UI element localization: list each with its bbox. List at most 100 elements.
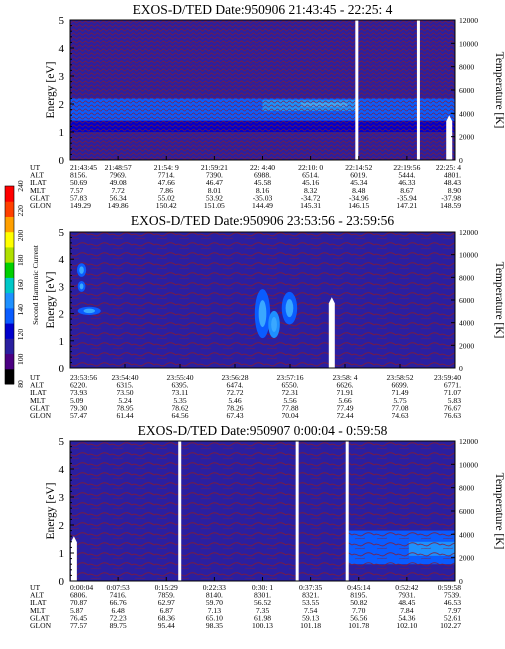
table-cell: 7.97 (448, 606, 461, 615)
table-cell: 64.56 (171, 411, 188, 420)
y-tick-label: 5 (59, 15, 65, 27)
table-cell: 4801. (444, 171, 461, 180)
y2-tick-label: 12000 (459, 437, 478, 446)
table-cell: 45.34 (350, 178, 367, 187)
table-cell: 147.21 (396, 201, 417, 210)
table-cell: 71.07 (444, 388, 461, 397)
table-cell: 22:19:56 (393, 163, 420, 172)
table-cell: 61.44 (116, 411, 133, 420)
saturated-bar (328, 297, 335, 368)
table-row-label: GLON (30, 201, 52, 210)
y-axis-label: Energy [eV] (45, 272, 57, 329)
table-cell: 56.34 (110, 193, 127, 202)
data-gap (345, 441, 349, 581)
table-cell: 57.47 (70, 411, 87, 420)
table-cell: 89.75 (110, 621, 127, 630)
table-cell: 0:07:53 (107, 583, 130, 592)
table-cell: -35.94 (397, 193, 417, 202)
table-row-label: ALT (30, 381, 44, 390)
table-cell: 6988. (254, 171, 271, 180)
table-cell: 45.16 (302, 178, 319, 187)
y-tick-label: 4 (59, 43, 65, 55)
table-cell: 6474. (226, 381, 243, 390)
y2-axis-label: Temperature [K] (493, 52, 505, 129)
table-cell: 22:14:52 (345, 163, 372, 172)
table-cell: 8.67 (400, 186, 413, 195)
table-cell: 5444. (398, 171, 415, 180)
y2-tick-label: 4000 (459, 530, 474, 539)
table-cell: 0:45:14 (347, 583, 370, 592)
table-row-label: GLAT (30, 613, 50, 622)
table-cell: 8.32 (304, 186, 317, 195)
table-cell: 45.58 (254, 178, 271, 187)
table-row-label: MLT (30, 606, 46, 615)
table-cell: 7.54 (304, 606, 317, 615)
table-row-label: ILAT (30, 388, 47, 397)
table-cell: 145.31 (300, 201, 321, 210)
table-cell: 100.13 (252, 621, 273, 630)
colorbar-tick-label: 160 (16, 279, 25, 291)
table-cell: 5.75 (393, 396, 406, 405)
table-cell: 73.50 (116, 388, 133, 397)
table-cell: 73.93 (70, 388, 87, 397)
table-row-label: ILAT (30, 178, 47, 187)
table-cell: 77.57 (70, 621, 87, 630)
table-cell: 8.90 (448, 186, 461, 195)
table-cell: 7390. (206, 171, 223, 180)
table-cell: 23:53:56 (70, 373, 97, 382)
saturated-bar (70, 536, 77, 581)
table-row-label: UT (30, 373, 40, 382)
table-cell: 65.10 (206, 613, 223, 622)
table-cell: 8140. (206, 591, 223, 600)
table-cell: 76.63 (444, 411, 461, 420)
table-cell: 73.11 (172, 388, 189, 397)
table-cell: -34.96 (349, 193, 369, 202)
y-tick-label: 0 (59, 576, 65, 588)
table-cell: -35.03 (253, 193, 273, 202)
y2-axis-label: Temperature [K] (493, 262, 505, 339)
table-cell: 8321. (302, 591, 319, 600)
y2-tick-label: 0 (459, 156, 463, 165)
table-cell: 8.48 (352, 186, 365, 195)
table-cell: 46.47 (206, 178, 223, 187)
table-cell: 8.16 (256, 186, 269, 195)
table-cell: 61.98 (254, 613, 271, 622)
y2-tick-label: 0 (459, 577, 463, 586)
table-cell: 149.86 (108, 201, 129, 210)
y2-tick-label: 2000 (459, 554, 474, 563)
table-row-label: MLT (30, 396, 46, 405)
table-cell: 5.46 (228, 396, 241, 405)
data-gap (355, 20, 359, 160)
table-cell: 0:59:58 (438, 583, 461, 592)
contour-overlay (70, 441, 455, 581)
y2-tick-label: 6000 (459, 296, 474, 305)
y2-tick-label: 2000 (459, 133, 474, 142)
table-row-label: GLAT (30, 193, 50, 202)
colorbar-frame (4, 185, 15, 385)
table-cell: 52.61 (444, 613, 461, 622)
table-cell: 5.56 (283, 396, 296, 405)
chart-title: EXOS-D/TED Date:950907 0:00:04 - 0:59:58 (138, 423, 388, 438)
colorbar-segment (5, 368, 14, 385)
table-cell: 78.62 (171, 403, 188, 412)
table-cell: 151.05 (204, 201, 225, 210)
data-gap (178, 441, 182, 581)
colorbar-segment (5, 338, 14, 355)
table-cell: 5.35 (173, 396, 186, 405)
table-cell: 21:48:57 (105, 163, 132, 172)
table-cell: 53.92 (206, 193, 223, 202)
table-cell: 72.31 (281, 388, 298, 397)
y2-tick-label: 2000 (459, 341, 474, 350)
table-cell: 6.48 (111, 606, 124, 615)
table-cell: 149.29 (70, 201, 91, 210)
table-cell: 7.86 (160, 186, 173, 195)
table-cell: 50.69 (70, 178, 87, 187)
colorbar-segment (5, 292, 14, 309)
y-tick-label: 2 (59, 520, 65, 532)
table-cell: 76.67 (444, 403, 461, 412)
y2-tick-label: 4000 (459, 109, 474, 118)
table-cell: 23:58:52 (386, 373, 413, 382)
y-tick-label: 2 (59, 99, 65, 111)
table-cell: 59.70 (206, 598, 223, 607)
table-cell: 72.44 (336, 411, 353, 420)
